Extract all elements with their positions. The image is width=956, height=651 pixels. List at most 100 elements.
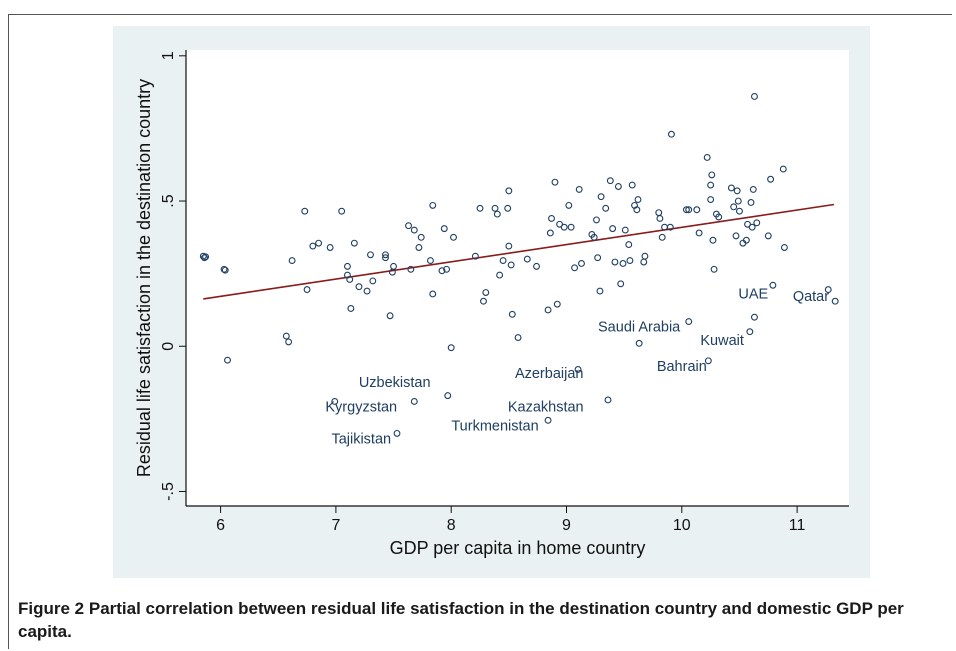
data-point: [508, 310, 516, 318]
x-tick-label: 6: [216, 517, 225, 534]
data-point: [482, 289, 490, 296]
data-point: [346, 276, 354, 283]
data-point: [780, 244, 788, 251]
scatter-chart: 6 7 8 9 10 11 -.5 0 .5 1 GDP per capita in home co…: [113, 26, 870, 578]
data-point: [575, 185, 583, 193]
data-point: [326, 244, 334, 251]
country-label: Saudi Arabia: [598, 320, 681, 336]
data-point: [367, 251, 374, 259]
data-point: [415, 244, 423, 251]
country-label: Qatar: [793, 289, 829, 305]
data-point: [426, 257, 434, 265]
country-label: Tajikistan: [331, 432, 391, 448]
data-point: [710, 265, 718, 273]
data-point: [444, 392, 452, 400]
data-point: [593, 216, 600, 224]
data-point: [824, 286, 832, 294]
data-point: [285, 338, 293, 346]
y-tick-label: -.5: [160, 482, 177, 501]
data-point: [533, 262, 540, 270]
figure-caption-text: Partial correlation between residual lif…: [18, 599, 904, 641]
data-point: [505, 187, 513, 195]
data-point: [496, 271, 504, 279]
data-point: [730, 203, 738, 211]
data-point: [703, 154, 711, 161]
fit-line: [203, 203, 835, 300]
data-point: [707, 181, 715, 189]
data-point: [443, 265, 451, 273]
data-point: [685, 206, 693, 214]
data-point: [499, 257, 507, 265]
data-point: [614, 183, 622, 190]
data-point: [507, 261, 515, 269]
country-label: UAE: [738, 286, 768, 302]
data-point: [343, 262, 351, 270]
country-label: Bahrain: [657, 359, 707, 375]
data-point: [682, 206, 690, 214]
data-point: [708, 171, 716, 179]
data-point: [767, 175, 775, 183]
data-point: [656, 215, 664, 222]
data-point: [447, 344, 455, 352]
data-point: [625, 241, 633, 249]
figure-caption-label: Figure 2: [18, 599, 85, 618]
data-point: [407, 265, 415, 273]
data-point: [350, 239, 358, 247]
data-point: [667, 130, 675, 138]
data-point: [609, 225, 617, 233]
data-point: [224, 356, 231, 364]
data-point: [709, 236, 717, 244]
y-tick-label: 1: [160, 51, 177, 60]
data-point: [417, 233, 425, 241]
x-tick-label: 9: [562, 517, 571, 534]
data-point: [309, 242, 317, 250]
figure-frame: [8, 14, 952, 649]
data-point: [382, 254, 389, 262]
plot-area: [186, 50, 849, 506]
figure-caption: Figure 2 Partial correlation between res…: [18, 597, 953, 643]
data-point: [715, 213, 723, 221]
data-point: [363, 287, 371, 295]
data-point: [560, 223, 568, 231]
data-point: [617, 280, 625, 288]
y-tick-label: .5: [160, 194, 177, 207]
data-point: [619, 260, 627, 267]
country-label: Turkmenistan: [451, 418, 538, 434]
data-point: [749, 185, 757, 193]
data-point: [514, 334, 522, 341]
data-point: [685, 318, 693, 326]
data-point: [200, 254, 208, 262]
data-point: [666, 223, 674, 231]
data-point: [410, 226, 418, 234]
data-point: [779, 165, 787, 173]
data-point: [597, 193, 605, 201]
data-point: [831, 297, 839, 305]
data-point: [734, 197, 742, 205]
data-point: [301, 207, 309, 215]
country-label: Azerbaijan: [515, 366, 584, 382]
data-point: [590, 233, 598, 241]
data-point: [574, 366, 582, 373]
data-point: [596, 287, 604, 295]
data-point: [471, 252, 479, 260]
data-point: [751, 93, 758, 100]
data-point: [658, 233, 666, 241]
data-point: [769, 281, 777, 289]
data-point: [438, 267, 446, 275]
data-point: [369, 277, 377, 285]
data-point: [450, 233, 457, 241]
data-point: [220, 265, 228, 273]
data-point: [393, 429, 401, 437]
country-label: Kazakhstan: [508, 400, 584, 416]
data-point: [695, 229, 703, 237]
data-point: [742, 236, 750, 244]
data-point: [480, 297, 487, 305]
data-point: [727, 184, 735, 192]
data-point: [347, 305, 355, 312]
data-point: [288, 257, 296, 265]
data-point: [303, 286, 311, 294]
x-tick-label: 8: [447, 517, 456, 534]
country-label: Kuwait: [700, 333, 744, 349]
data-point: [440, 225, 448, 233]
data-point: [746, 328, 754, 336]
